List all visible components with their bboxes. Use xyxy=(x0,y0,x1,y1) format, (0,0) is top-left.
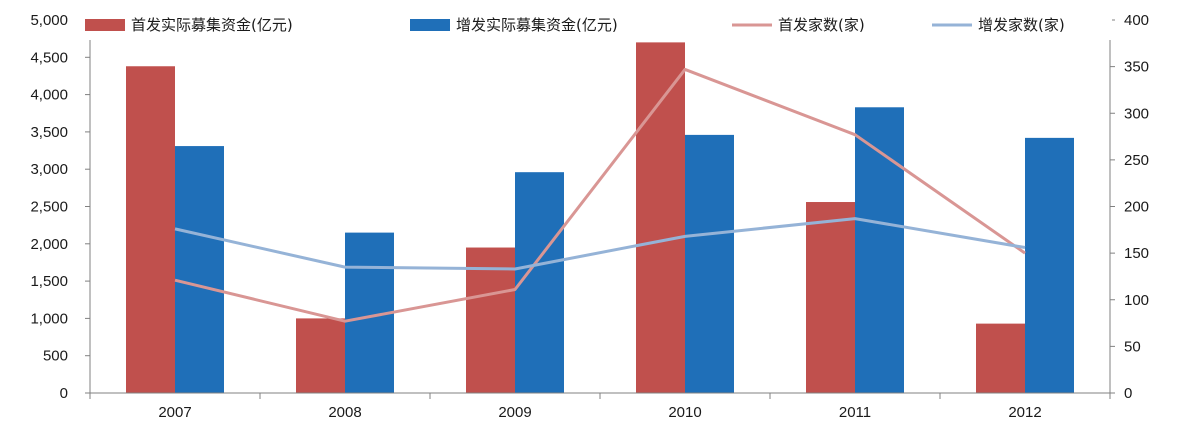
bar-ipo-2011 xyxy=(806,202,855,393)
line-series-ipo-count xyxy=(174,67,1026,323)
bar-seo-2012 xyxy=(1025,137,1074,393)
lines-layer xyxy=(174,67,1026,323)
left-tick-label: 2,500 xyxy=(30,199,68,216)
legend-swatch xyxy=(410,19,450,31)
right-tick-label: 400 xyxy=(1124,12,1149,29)
right-tick-label: 300 xyxy=(1124,105,1149,122)
legend-label: 首发实际募集资金(亿元) xyxy=(131,16,293,34)
legend-label: 增发家数(家) xyxy=(978,16,1065,34)
bar-ipo-2012 xyxy=(976,323,1025,393)
left-tick-label: 1,000 xyxy=(30,310,68,327)
x-tick-label: 2012 xyxy=(1008,404,1041,421)
bar-ipo-2010 xyxy=(636,42,685,393)
right-tick-label: 250 xyxy=(1124,152,1149,169)
left-tick-label: 4,500 xyxy=(30,49,68,66)
left-tick-label: 0 xyxy=(60,385,68,402)
bars-layer xyxy=(126,42,1074,394)
right-tick-label: 200 xyxy=(1124,199,1149,216)
legend-label: 增发实际募集资金(亿元) xyxy=(456,16,618,34)
bar-seo-2011 xyxy=(855,107,904,394)
x-tick-label: 2007 xyxy=(158,404,191,421)
left-tick-label: 3,500 xyxy=(30,124,68,141)
left-tick-label: 3,000 xyxy=(30,161,68,178)
x-tick-label: 2009 xyxy=(498,404,531,421)
x-tick-label: 2011 xyxy=(839,404,871,421)
right-tick-label: 50 xyxy=(1124,338,1141,355)
bar-ipo-2009 xyxy=(466,247,515,393)
right-tick-label: 100 xyxy=(1124,292,1149,309)
x-tick-label: 2008 xyxy=(328,404,361,421)
right-tick-label: 150 xyxy=(1124,245,1149,262)
right-tick-label: 350 xyxy=(1124,59,1149,76)
legend-swatch xyxy=(85,19,125,31)
bar-seo-2007 xyxy=(175,146,224,393)
legend: 首发实际募集资金(亿元) 增发实际募集资金(亿元) 首发家数(家) 增发家数(家) xyxy=(82,8,1112,40)
left-tick-label: 1,500 xyxy=(30,273,68,290)
left-tick-label: 5,000 xyxy=(30,12,68,29)
right-tick-label: 0 xyxy=(1124,385,1132,402)
bar-ipo-2007 xyxy=(126,66,175,393)
left-tick-label: 2,000 xyxy=(30,236,68,253)
bar-ipo-2008 xyxy=(296,318,345,393)
bar-seo-2009 xyxy=(515,172,564,393)
bar-seo-2010 xyxy=(685,134,734,393)
left-tick-label: 4,000 xyxy=(30,87,68,104)
line-series-seo-count xyxy=(174,217,1026,271)
legend-label: 首发家数(家) xyxy=(778,16,865,34)
x-tick-label: 2010 xyxy=(668,404,701,421)
left-tick-label: 500 xyxy=(43,348,68,365)
axes-layer: 05001,0001,5002,0002,5003,0003,5004,0004… xyxy=(30,12,1149,421)
